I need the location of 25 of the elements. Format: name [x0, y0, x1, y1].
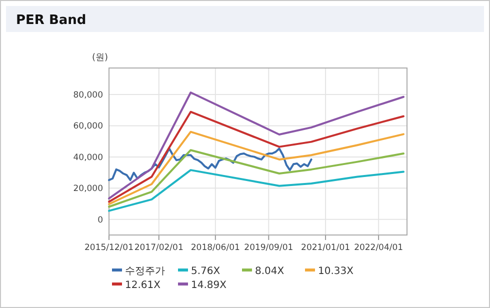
legend-label: 14.89X	[191, 280, 227, 291]
x-tick-label: 2015/12/01	[84, 243, 134, 253]
y-tick-label: 60,000	[73, 122, 103, 132]
line-series	[108, 169, 404, 212]
x-tick-label: 2019/09/01	[244, 243, 294, 253]
y-tick-label: 0	[98, 215, 103, 226]
x-tick-label: 2017/02/01	[134, 243, 184, 253]
line-series	[108, 92, 404, 200]
legend-label: 12.61X	[125, 280, 161, 291]
y-tick-label: 40,000	[73, 152, 103, 163]
line-series	[108, 110, 404, 203]
legend-label: 10.33X	[318, 266, 354, 277]
line-series	[108, 148, 312, 182]
x-tick-label: 2022/04/01	[354, 243, 404, 253]
x-tick-label: 2018/06/01	[190, 243, 240, 253]
x-tick-label: 2021/01/01	[301, 243, 350, 253]
line-series	[108, 130, 404, 206]
y-tick-label: 20,000	[73, 184, 103, 194]
y-axis-title: (원)	[92, 53, 108, 63]
chart-title: PER Band	[16, 13, 86, 28]
y-tick-label: 80,000	[73, 90, 103, 101]
line-series	[108, 149, 404, 208]
legend-label: 5.76X	[191, 266, 220, 277]
legend-label: 수정주가	[125, 266, 165, 277]
legend-label: 8.04X	[255, 266, 284, 277]
